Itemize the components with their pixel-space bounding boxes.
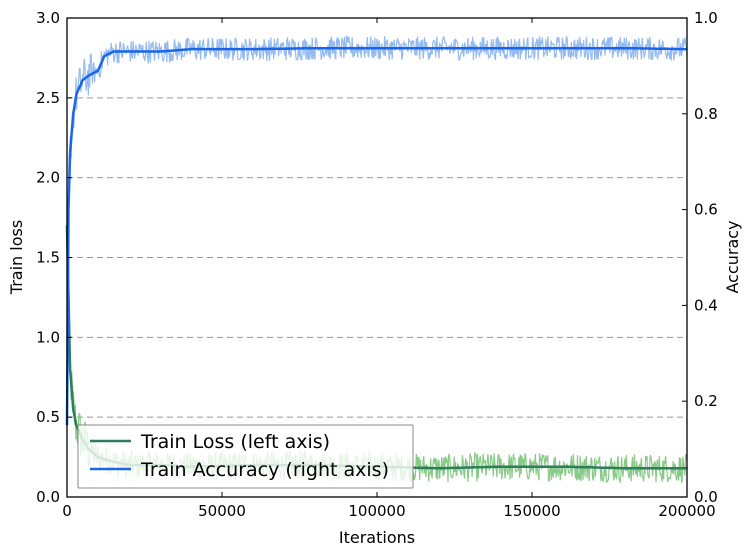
y-right-tick-label: 0.4 (694, 296, 718, 314)
y-axis-right-title: Accuracy (723, 220, 742, 293)
gridlines (67, 97, 687, 418)
y-right-tick-label: 1.0 (694, 9, 718, 27)
x-tick-label: 50000 (198, 502, 246, 520)
y-left-tick-label: 0.5 (36, 408, 60, 426)
y-right-tick-label: 0.6 (694, 201, 718, 219)
y-left-tick-label: 1.0 (36, 328, 60, 346)
legend: Train Loss (left axis) Train Accuracy (r… (77, 424, 414, 489)
y-left-tick-label: 2.0 (36, 169, 60, 187)
raw-series-line (66, 34, 688, 406)
y-left-tick-label: 3.0 (36, 9, 60, 27)
legend-label-accuracy: Train Accuracy (right axis) (140, 459, 389, 481)
raw-series-layer (66, 34, 688, 484)
y-right-tick-label: 0.8 (694, 105, 718, 123)
smoothed-series-layer (65, 46, 687, 470)
y-left-tick-label: 2.5 (36, 89, 60, 107)
y-left-tick-label: 0.0 (36, 488, 60, 506)
y-right-tick-label: 0.2 (694, 392, 718, 410)
x-tick-label: 150000 (503, 502, 560, 520)
series-line (65, 46, 687, 426)
legend-label-loss: Train Loss (left axis) (140, 431, 330, 453)
y-right-tick-label: 0.0 (694, 488, 718, 506)
x-tick-label: 0 (62, 502, 72, 520)
x-axis-title: Iterations (339, 528, 415, 547)
x-tick-label: 100000 (348, 502, 405, 520)
y-axis-left-title: Train loss (7, 220, 26, 295)
axis-ticks: 0 50000 100000 150000 2000000.00.51.01.52.02… (36, 9, 718, 520)
legend-box (77, 424, 414, 489)
x-tick-label: 200000 (658, 502, 715, 520)
y-left-tick-label: 1.5 (36, 249, 60, 267)
